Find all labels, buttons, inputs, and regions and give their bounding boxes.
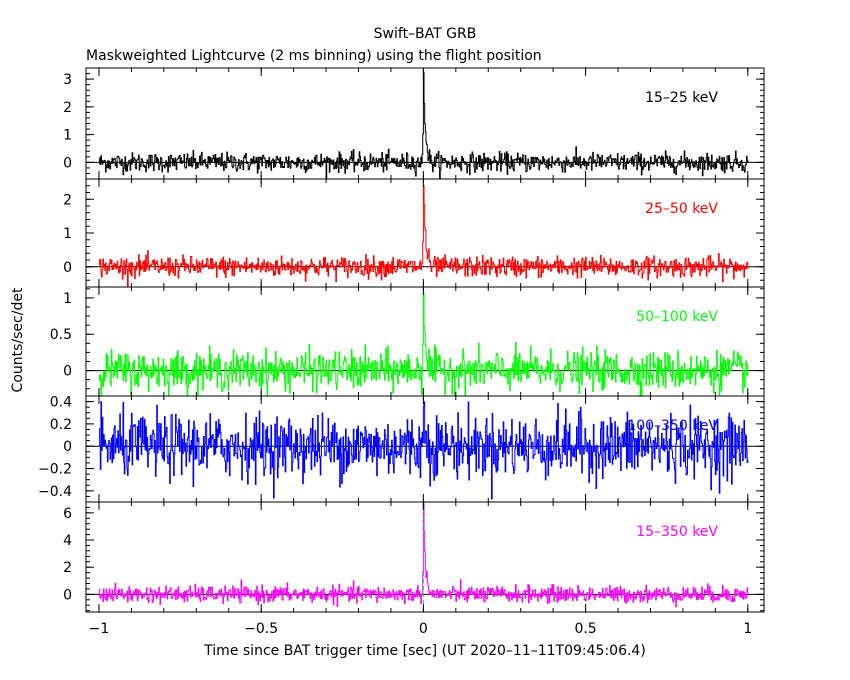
panel-frame [85,178,765,288]
panel-legend-label: 25–50 keV [645,201,718,217]
x-tick-label: 0 [419,621,428,637]
x-axis-label: Time since BAT trigger time [sec] (UT 20… [203,643,646,659]
x-tick-label: 0.5 [574,621,596,637]
y-tick-label: 6 [63,506,72,522]
y-tick-label: −0.2 [38,462,72,478]
panel-frame [85,501,765,613]
y-tick-label: 0.2 [50,417,72,433]
chart-title: Swift–BAT GRB [374,26,477,42]
panel-legend-label: 50–100 keV [636,309,718,325]
panel-legend-label: 15–350 keV [636,524,718,540]
y-tick-label: 0 [63,364,72,380]
y-tick-label: 1 [63,291,72,307]
panel-legend-label: 100–350 keV [627,418,718,434]
y-tick-label: 0 [63,587,72,603]
x-tick-label: −0.5 [244,621,278,637]
y-tick-label: 0 [63,260,72,276]
panel-0: 0 1 2 3 15–25 keV [63,67,765,180]
y-tick-label: 2 [63,192,72,208]
panel-3: −0.4 −0.2 0 0.2 0.4 100–350 keV [38,395,765,503]
y-tick-label: 0.5 [50,327,72,343]
y-axis-label: Counts/sec/det [10,287,26,392]
y-tick-label: 0 [63,155,72,171]
y-tick-label: 1 [63,128,72,144]
y-tick-label: 4 [63,533,72,549]
panels-group: 0 1 2 3 15–25 keV 0 1 2 25–50 keV 0 0.5 1 50–100 keV… [38,67,765,637]
y-tick-label: 3 [63,72,72,88]
series-line-4 [98,502,749,608]
y-tick-label: 1 [63,226,72,242]
x-tick-label: −1 [89,621,110,637]
x-tick-label: 1 [743,621,752,637]
y-tick-label: 0 [63,439,72,455]
panel-1: 0 1 2 25–50 keV [63,178,765,288]
chart-subtitle: Maskweighted Lightcurve (2 ms binning) u… [86,48,542,64]
y-tick-label: 2 [63,560,72,576]
series-line-3 [98,401,749,500]
y-tick-label: 2 [63,100,72,116]
y-tick-label: 0.4 [50,395,72,411]
y-tick-label: −0.4 [38,484,72,500]
panel-4: 0 2 4 6 15–350 keV [63,501,765,613]
panel-legend-label: 15–25 keV [645,90,718,106]
panel-2: 0 0.5 1 50–100 keV [50,286,765,397]
